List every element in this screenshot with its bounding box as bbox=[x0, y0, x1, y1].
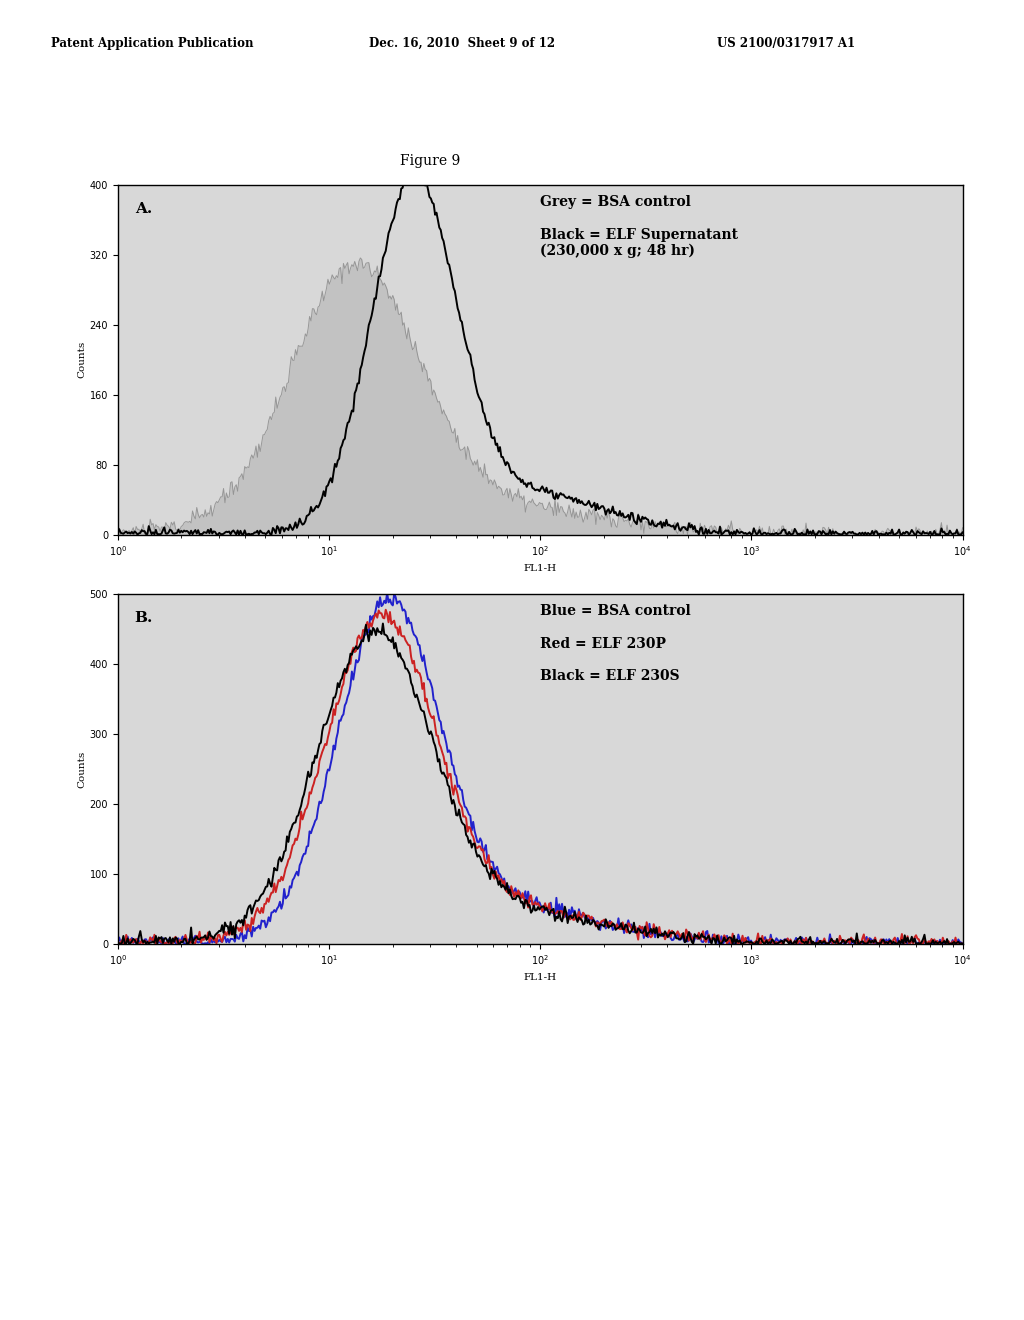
Text: A.: A. bbox=[135, 202, 152, 216]
X-axis label: FL1-H: FL1-H bbox=[523, 973, 557, 982]
Text: US 2100/0317917 A1: US 2100/0317917 A1 bbox=[717, 37, 855, 50]
Y-axis label: Counts: Counts bbox=[78, 750, 87, 788]
Text: Figure 9: Figure 9 bbox=[400, 154, 460, 168]
Y-axis label: Counts: Counts bbox=[78, 341, 87, 379]
Text: Patent Application Publication: Patent Application Publication bbox=[51, 37, 254, 50]
Text: Grey = BSA control

Black = ELF Supernatant
(230,000 x g; 48 hr): Grey = BSA control Black = ELF Supernata… bbox=[541, 195, 738, 259]
Text: Dec. 16, 2010  Sheet 9 of 12: Dec. 16, 2010 Sheet 9 of 12 bbox=[369, 37, 555, 50]
Text: Blue = BSA control

Red = ELF 230P

Black = ELF 230S: Blue = BSA control Red = ELF 230P Black … bbox=[541, 605, 691, 684]
X-axis label: FL1-H: FL1-H bbox=[523, 564, 557, 573]
Text: B.: B. bbox=[135, 611, 153, 626]
